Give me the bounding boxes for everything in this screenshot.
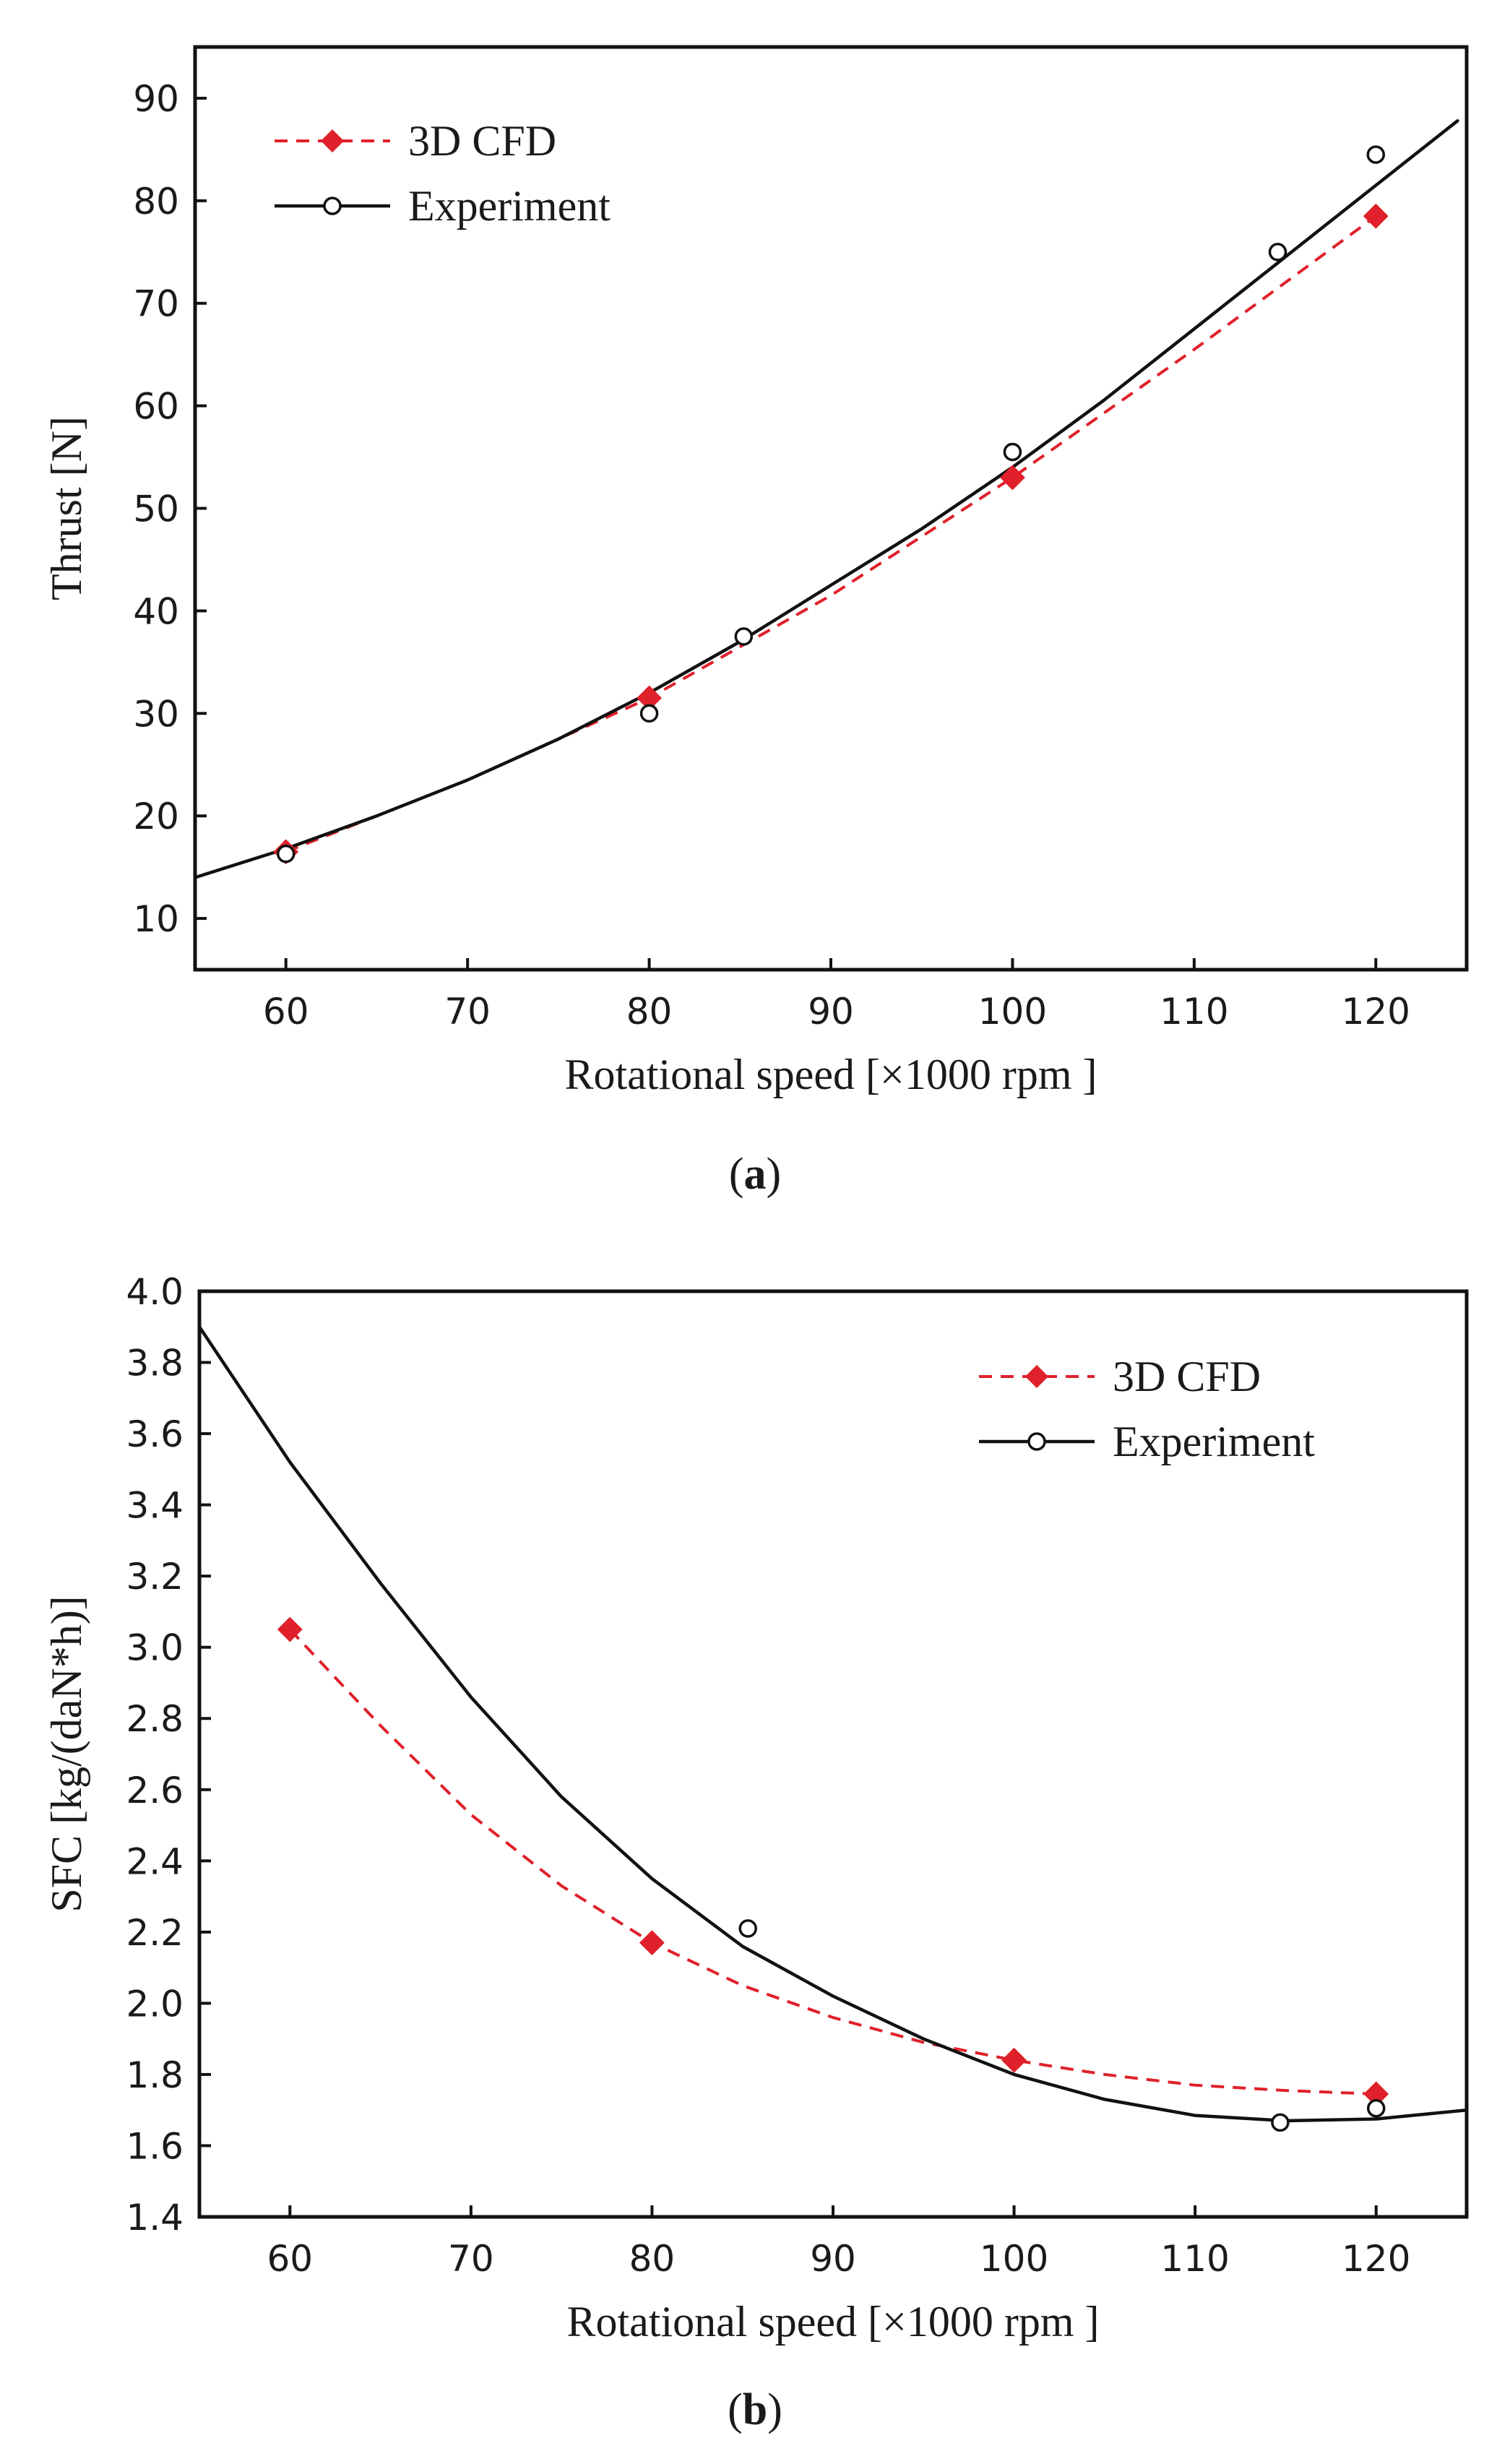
charta-legend-label-experiment: Experiment: [408, 182, 611, 230]
charta-x-tick-label-6: 120: [1342, 991, 1410, 1033]
charta-y-tick-label-2: 30: [133, 693, 179, 735]
chartb-x-tick-label-6: 120: [1342, 2238, 1410, 2280]
charta-x-tick-label-5: 110: [1160, 991, 1228, 1033]
chartb-y-tick-label-6: 2.6: [126, 1770, 184, 1812]
chartb-x-tick-label-2: 80: [629, 2238, 676, 2280]
chartb-y-tick-label-10: 3.4: [126, 1485, 184, 1527]
chartb-series-line-experiment: [199, 1325, 1467, 2123]
chartb-x-tick-label-3: 90: [810, 2238, 856, 2280]
chartb-legend-marker-experiment: [1027, 1432, 1046, 1451]
chartb-x-axis-title: Rotational speed [×1000 rpm ]: [566, 2298, 1099, 2345]
charta-x-tick-label-4: 100: [978, 991, 1047, 1033]
chartb-y-tick-label-5: 2.4: [126, 1840, 184, 1882]
chartb-x-tick-label-4: 100: [980, 2238, 1048, 2280]
charta-y-axis-title: Thrust [N]: [43, 416, 90, 600]
charta-y-tick-label-3: 40: [133, 590, 179, 632]
charta-y-tick-label-8: 90: [133, 78, 179, 120]
chartb-y-tick-label-8: 3.0: [126, 1627, 184, 1669]
chartb-point-experiment-0: [738, 1919, 757, 1938]
charta-point-3d-cfd-2: [1000, 465, 1025, 491]
charta-x-tick-label-1: 70: [444, 991, 491, 1033]
chartb-y-tick-label-3: 2.0: [126, 1983, 184, 2025]
charta-y-tick-label-5: 60: [133, 386, 179, 428]
charta-y-tick-label-6: 70: [133, 283, 179, 325]
chartb-x-tick-label-5: 110: [1160, 2238, 1229, 2280]
chartb-series-line-3d-cfd: [288, 1628, 1376, 2095]
chartb-y-tick-label-4: 2.2: [126, 1912, 184, 1954]
sfc-chart: 60 70 80 90 100 110 120 1.4 1.6 1.8 2.0 2.2 2.4 2.6 2.…: [43, 1271, 1469, 2345]
chartb-x-tick-label-1: 70: [448, 2238, 494, 2280]
charta-legend: 3D CFD Experiment: [275, 117, 611, 230]
charta-plot-frame: [193, 45, 1469, 972]
charta-point-experiment-1: [639, 704, 659, 723]
charta-point-experiment-3: [1003, 442, 1022, 462]
chartb-y-tick-label-7: 2.8: [126, 1698, 184, 1740]
thrust-chart: 60 70 80 90 100 110 120 10 20 30 40 50 60 70 80 90 Rotat…: [43, 45, 1469, 1098]
chartb-y-axis-title: SFC [kg/(daN*h)]: [43, 1595, 90, 1912]
charta-x-axis-title: Rotational speed [×1000 rpm ]: [564, 1051, 1097, 1098]
charta-point-experiment-5: [1366, 145, 1386, 164]
chartb-y-tick-label-1: 1.6: [126, 2125, 184, 2167]
charta-series-line-experiment: [195, 119, 1459, 879]
panel-label-a-letter: a: [744, 1150, 767, 1199]
chartb-y-tick-label-0: 1.4: [126, 2197, 184, 2239]
chartb-point-3d-cfd-0: [277, 1616, 303, 1642]
charta-y-tick-label-0: 10: [133, 898, 179, 940]
charta-y-tick-label-7: 80: [133, 181, 179, 223]
charta-y-tick-label-4: 50: [133, 488, 179, 530]
charta-legend-marker-3d-cfd: [321, 129, 344, 152]
chartb-y-tick-label-13: 4.0: [126, 1271, 184, 1313]
panel-label-b-letter: b: [743, 2385, 767, 2434]
chartb-legend-label-3d-cfd: 3D CFD: [1113, 1353, 1261, 1400]
charta-series-line-3d-cfd: [285, 215, 1377, 853]
charta-point-3d-cfd-3: [1363, 203, 1389, 229]
charta-x-tick-label-2: 80: [626, 991, 673, 1033]
charta-point-experiment-0: [276, 844, 295, 863]
chartb-x-tick-label-0: 60: [267, 2238, 313, 2280]
charta-x-tick-label-0: 60: [263, 991, 309, 1033]
chartb-y-tick-label-12: 3.8: [126, 1343, 184, 1384]
charta-point-experiment-2: [734, 627, 754, 646]
chartb-legend-marker-3d-cfd: [1025, 1365, 1048, 1388]
chartb-point-3d-cfd-1: [639, 1930, 665, 1956]
charta-x-tick-label-3: 90: [808, 991, 854, 1033]
panel-label-a: (a): [729, 1150, 781, 1199]
chartb-legend-label-experiment: Experiment: [1113, 1418, 1315, 1465]
chartb-legend: 3D CFD Experiment: [979, 1353, 1315, 1465]
panel-label-b: (b): [728, 2385, 782, 2434]
charta-y-tick-label-1: 20: [133, 796, 179, 837]
charta-legend-marker-experiment: [323, 197, 342, 215]
chartb-y-tick-label-2: 1.8: [126, 2054, 184, 2096]
charta-legend-label-3d-cfd: 3D CFD: [408, 117, 556, 165]
chartb-y-tick-label-11: 3.6: [126, 1413, 184, 1455]
chartb-point-3d-cfd-2: [1001, 2047, 1027, 2073]
charta-point-experiment-4: [1268, 243, 1287, 262]
chartb-y-tick-label-9: 3.2: [126, 1556, 184, 1598]
chartb-point-experiment-2: [1366, 2098, 1386, 2118]
chartb-point-experiment-1: [1271, 2113, 1290, 2132]
